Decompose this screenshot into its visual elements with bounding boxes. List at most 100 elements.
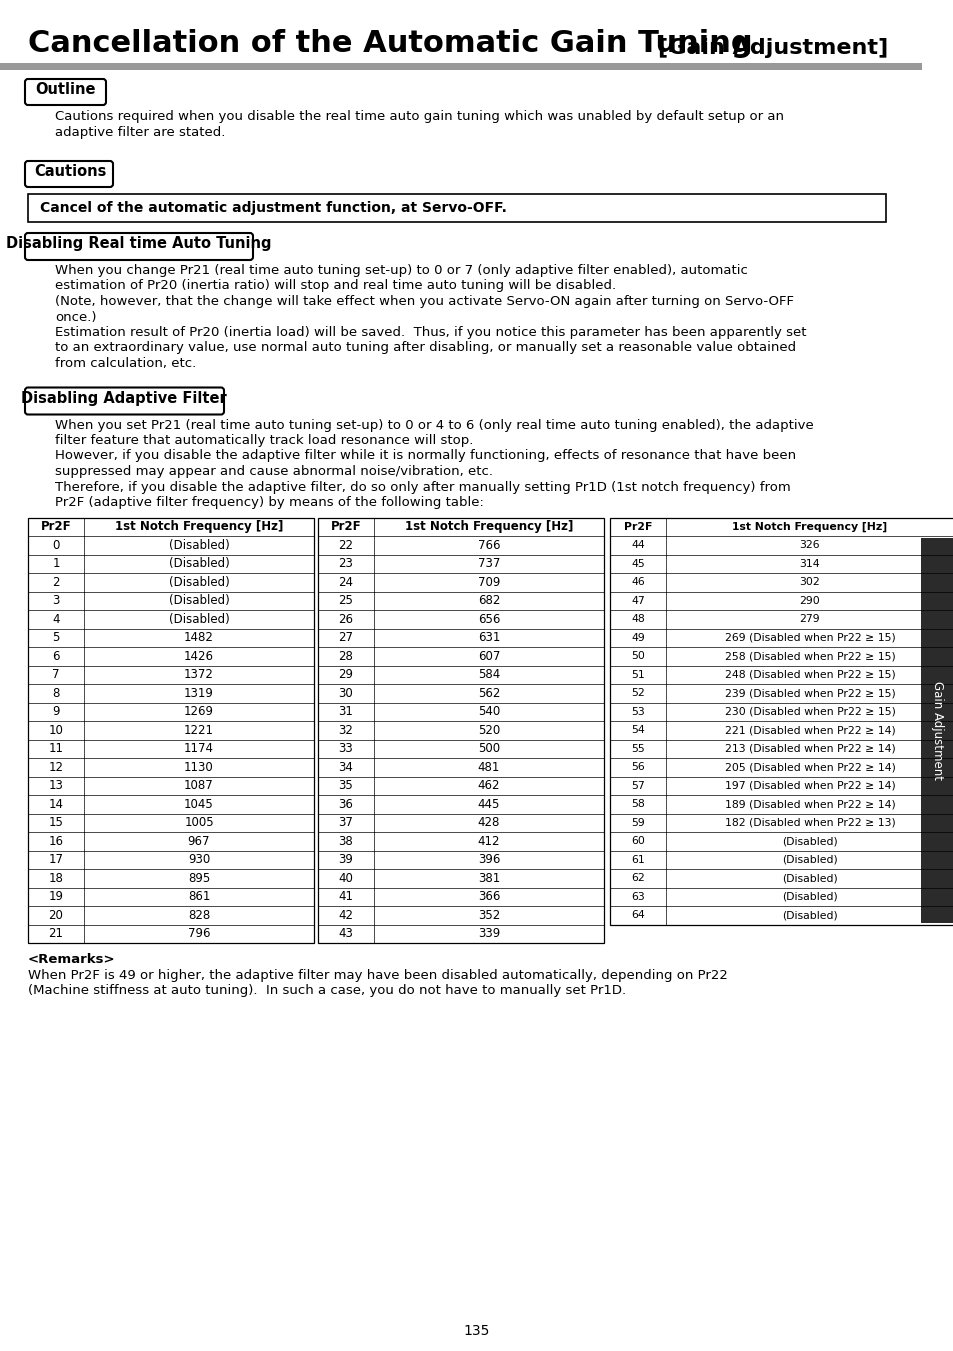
Text: 766: 766 — [477, 539, 499, 551]
Text: 51: 51 — [631, 670, 644, 680]
Text: 182 (Disabled when Pr22 ≥ 13): 182 (Disabled when Pr22 ≥ 13) — [724, 817, 895, 828]
Text: 895: 895 — [188, 871, 210, 885]
Text: 63: 63 — [631, 892, 644, 901]
Text: (Machine stiffness at auto tuning).  In such a case, you do not have to manually: (Machine stiffness at auto tuning). In s… — [28, 984, 625, 997]
Text: Cancellation of the Automatic Gain Tuning: Cancellation of the Automatic Gain Tunin… — [28, 28, 752, 58]
Text: 29: 29 — [338, 669, 354, 681]
Text: 10: 10 — [49, 724, 63, 736]
Text: 1st Notch Frequency [Hz]: 1st Notch Frequency [Hz] — [732, 521, 886, 532]
Text: Disabling Real time Auto Tuning: Disabling Real time Auto Tuning — [7, 236, 272, 251]
Text: 64: 64 — [631, 911, 644, 920]
Text: 339: 339 — [477, 927, 499, 940]
Text: 445: 445 — [477, 797, 499, 811]
Text: 30: 30 — [338, 686, 353, 700]
Text: 500: 500 — [477, 742, 499, 755]
Bar — [920, 538, 953, 923]
Text: 737: 737 — [477, 557, 499, 570]
Text: 428: 428 — [477, 816, 499, 830]
Text: 33: 33 — [338, 742, 353, 755]
Text: 930: 930 — [188, 854, 210, 866]
Text: Pr2F: Pr2F — [623, 521, 652, 532]
Text: 16: 16 — [49, 835, 64, 847]
Text: 1426: 1426 — [184, 650, 213, 663]
Text: 9: 9 — [52, 705, 60, 719]
Text: 540: 540 — [477, 705, 499, 719]
Text: 366: 366 — [477, 890, 499, 904]
Text: Pr2F: Pr2F — [331, 520, 361, 534]
Bar — [28, 195, 885, 222]
Text: 326: 326 — [799, 540, 820, 550]
Text: <Remarks>: <Remarks> — [28, 952, 115, 966]
Text: 1372: 1372 — [184, 669, 213, 681]
Text: 828: 828 — [188, 909, 210, 921]
Text: 59: 59 — [631, 817, 644, 828]
Text: 5: 5 — [52, 631, 60, 644]
Text: (Disabled): (Disabled) — [169, 576, 229, 589]
Text: 42: 42 — [338, 909, 354, 921]
Text: 54: 54 — [631, 725, 644, 735]
Text: 7: 7 — [52, 669, 60, 681]
Text: When you change Pr21 (real time auto tuning set-up) to 0 or 7 (only adaptive fil: When you change Pr21 (real time auto tun… — [55, 263, 747, 277]
Text: 25: 25 — [338, 594, 353, 607]
Text: 205 (Disabled when Pr22 ≥ 14): 205 (Disabled when Pr22 ≥ 14) — [723, 762, 895, 773]
Text: 1174: 1174 — [184, 742, 213, 755]
Text: 41: 41 — [338, 890, 354, 904]
Text: from calculation, etc.: from calculation, etc. — [55, 357, 196, 370]
Text: 796: 796 — [188, 927, 210, 940]
Text: 45: 45 — [631, 559, 644, 569]
Text: 1482: 1482 — [184, 631, 213, 644]
Text: 8: 8 — [52, 686, 60, 700]
Bar — [0, 63, 921, 70]
Text: 135: 135 — [463, 1324, 490, 1337]
Text: (Disabled): (Disabled) — [781, 911, 837, 920]
Text: When Pr2F is 49 or higher, the adaptive filter may have been disabled automatica: When Pr2F is 49 or higher, the adaptive … — [28, 969, 727, 982]
Text: 352: 352 — [477, 909, 499, 921]
Text: Outline: Outline — [35, 81, 96, 96]
Text: 1221: 1221 — [184, 724, 213, 736]
Text: 607: 607 — [477, 650, 499, 663]
Text: 12: 12 — [49, 761, 64, 774]
Text: Gain Adjustment: Gain Adjustment — [930, 681, 943, 780]
Text: 15: 15 — [49, 816, 63, 830]
Text: 381: 381 — [477, 871, 499, 885]
FancyBboxPatch shape — [25, 161, 112, 186]
Text: estimation of Pr20 (inertia ratio) will stop and real time auto tuning will be d: estimation of Pr20 (inertia ratio) will … — [55, 280, 616, 293]
Text: 4: 4 — [52, 613, 60, 626]
Text: 55: 55 — [631, 744, 644, 754]
Text: 1st Notch Frequency [Hz]: 1st Notch Frequency [Hz] — [404, 520, 573, 534]
Text: 213 (Disabled when Pr22 ≥ 14): 213 (Disabled when Pr22 ≥ 14) — [724, 744, 895, 754]
Text: 1269: 1269 — [184, 705, 213, 719]
Text: 20: 20 — [49, 909, 63, 921]
Text: Therefore, if you disable the adaptive filter, do so only after manually setting: Therefore, if you disable the adaptive f… — [55, 481, 790, 493]
Text: 412: 412 — [477, 835, 499, 847]
Text: 14: 14 — [49, 797, 64, 811]
Text: 656: 656 — [477, 613, 499, 626]
Text: 3: 3 — [52, 594, 60, 607]
Text: 1130: 1130 — [184, 761, 213, 774]
Text: adaptive filter are stated.: adaptive filter are stated. — [55, 126, 225, 139]
Text: (Disabled): (Disabled) — [781, 855, 837, 865]
Text: 62: 62 — [631, 873, 644, 884]
Text: When you set Pr21 (real time auto tuning set-up) to 0 or 4 to 6 (only real time : When you set Pr21 (real time auto tuning… — [55, 419, 813, 431]
Bar — [317, 517, 603, 943]
Text: Estimation result of Pr20 (inertia load) will be saved.  Thus, if you notice thi: Estimation result of Pr20 (inertia load)… — [55, 326, 805, 339]
Text: 1087: 1087 — [184, 780, 213, 792]
Text: 35: 35 — [338, 780, 353, 792]
Text: 61: 61 — [631, 855, 644, 865]
Text: 682: 682 — [477, 594, 499, 607]
Text: 248 (Disabled when Pr22 ≥ 15): 248 (Disabled when Pr22 ≥ 15) — [724, 670, 895, 680]
Text: 36: 36 — [338, 797, 353, 811]
Text: 239 (Disabled when Pr22 ≥ 15): 239 (Disabled when Pr22 ≥ 15) — [724, 688, 895, 698]
Text: (Disabled): (Disabled) — [169, 557, 229, 570]
Text: 269 (Disabled when Pr22 ≥ 15): 269 (Disabled when Pr22 ≥ 15) — [724, 632, 895, 643]
Text: (Disabled): (Disabled) — [169, 613, 229, 626]
Text: 18: 18 — [49, 871, 63, 885]
Text: 1319: 1319 — [184, 686, 213, 700]
Text: 26: 26 — [338, 613, 354, 626]
Text: 58: 58 — [631, 800, 644, 809]
Text: 279: 279 — [799, 615, 820, 624]
Text: 13: 13 — [49, 780, 63, 792]
Text: (Disabled): (Disabled) — [169, 539, 229, 551]
Bar — [609, 517, 953, 924]
Text: 481: 481 — [477, 761, 499, 774]
